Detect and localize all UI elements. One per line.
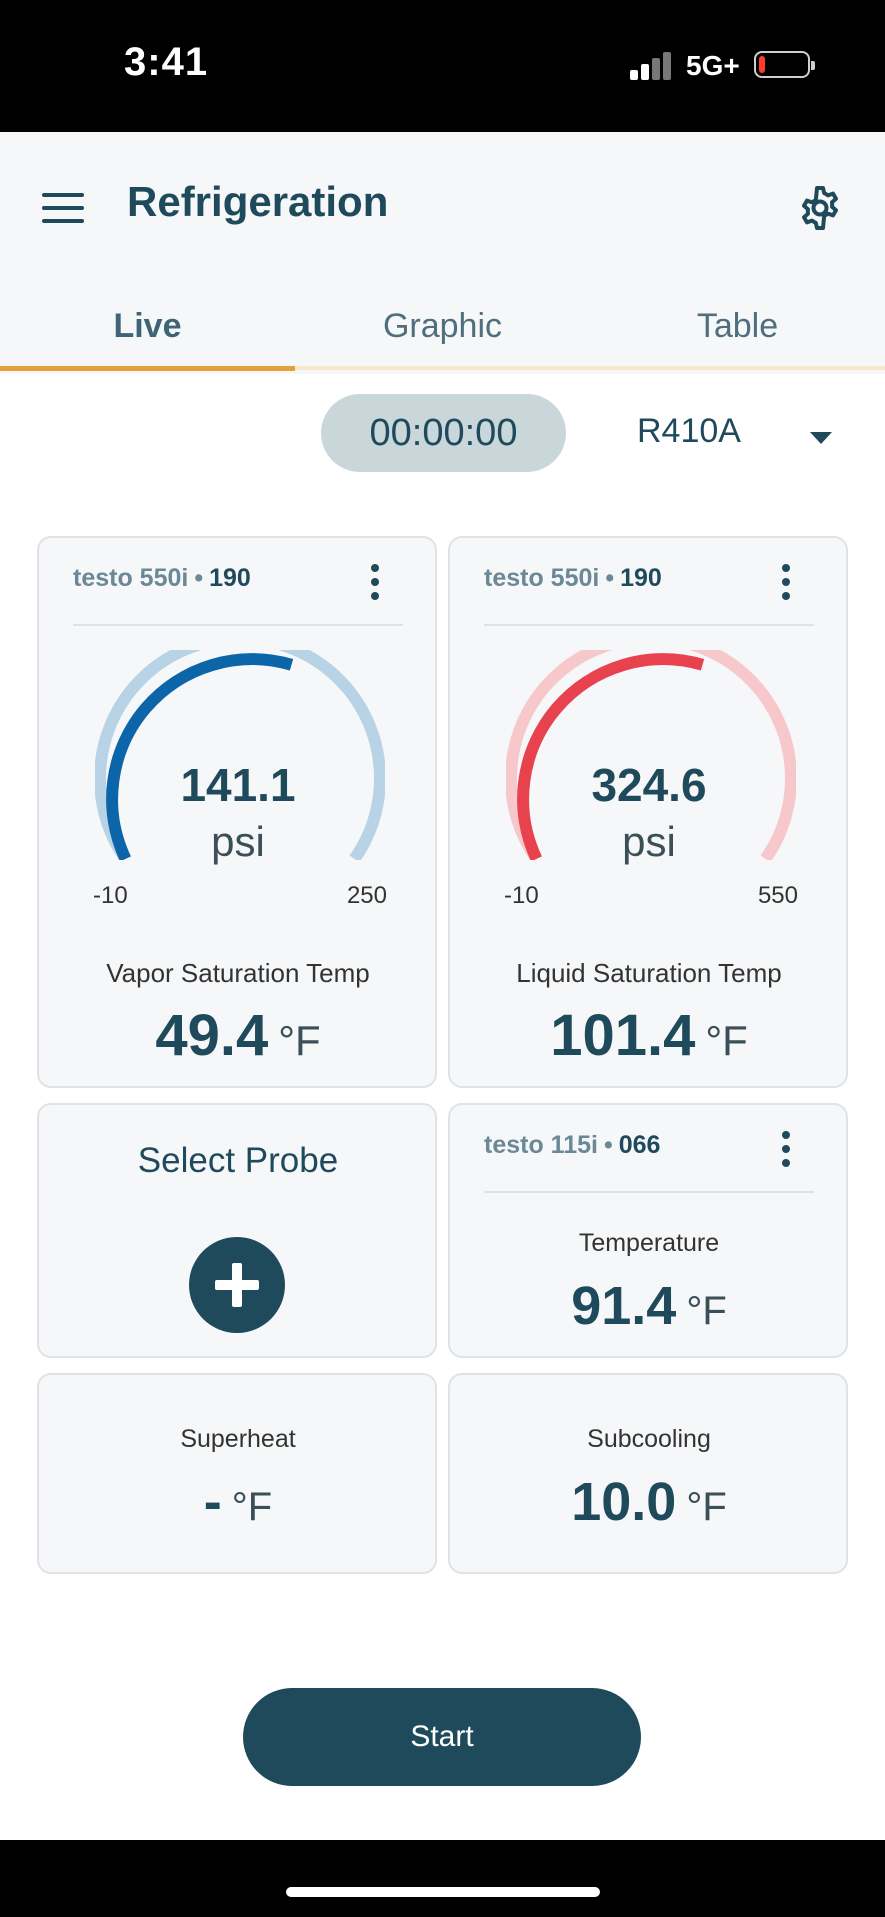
device-name: testo 550i	[73, 564, 189, 592]
timer: 00:00:00	[321, 394, 566, 472]
superheat-reading: - °F	[39, 1471, 437, 1533]
gauge-max: 550	[757, 882, 798, 909]
chevron-down-icon[interactable]	[810, 432, 832, 444]
pressure-gauge	[95, 650, 385, 860]
battery-icon	[754, 51, 815, 78]
network-type: 5G+	[686, 50, 740, 81]
more-options-icon[interactable]	[365, 562, 385, 602]
saturation-unit: °F	[705, 1017, 748, 1064]
gauge-unit: psi	[622, 818, 676, 865]
low-side-card: testo 550i • 190 141.1 psi -10 250 Vapor S…	[37, 536, 437, 1088]
start-button[interactable]: Start	[243, 1688, 641, 1786]
saturation-unit: °F	[278, 1017, 321, 1064]
gauge-fill	[517, 653, 705, 860]
select-probe-card[interactable]: Select Probe	[37, 1103, 437, 1358]
device-serial: 066	[618, 1131, 661, 1159]
superheat-card: Superheat - °F	[37, 1373, 437, 1574]
add-probe-button[interactable]	[189, 1237, 285, 1333]
card-divider	[73, 624, 403, 626]
card-device-label: testo 115i • 066	[484, 1131, 661, 1159]
subcooling-card: Subcooling 10.0 °F	[448, 1373, 848, 1574]
temperature-card: testo 115i • 066 Temperature 91.4 °F	[448, 1103, 848, 1358]
gauge-value: 141.1	[180, 759, 296, 811]
saturation-reading: 101.4 °F	[450, 1002, 848, 1069]
device-name: testo 115i	[484, 1131, 598, 1159]
subcooling-unit: °F	[686, 1485, 727, 1529]
device-name: testo 550i	[484, 564, 600, 592]
gauge-track	[506, 650, 796, 860]
refrigerant-select[interactable]: R410A	[637, 412, 741, 450]
gauge-max: 250	[346, 882, 387, 909]
tab-table[interactable]: Table	[696, 307, 779, 345]
more-options-icon[interactable]	[776, 562, 796, 602]
saturation-label: Vapor Saturation Temp	[106, 958, 370, 988]
status-bar: 3:41 5G+	[0, 0, 885, 132]
pressure-gauge	[506, 650, 796, 860]
tab-live[interactable]: Live	[113, 307, 182, 345]
temperature-label: Temperature	[578, 1229, 720, 1257]
gauge-unit: psi	[211, 818, 265, 865]
gauge-track	[95, 650, 385, 860]
superheat-value: -	[203, 1472, 222, 1532]
gear-icon[interactable]	[796, 184, 844, 232]
more-options-icon[interactable]	[776, 1129, 796, 1169]
saturation-value: 101.4	[550, 1003, 696, 1068]
temperature-reading: 91.4 °F	[450, 1275, 848, 1337]
bottom-bar	[0, 1840, 885, 1917]
signal-icon	[630, 50, 674, 80]
select-probe-label: Select Probe	[137, 1141, 339, 1180]
saturation-label: Liquid Saturation Temp	[516, 958, 782, 988]
gauge-min: -10	[504, 882, 539, 909]
tab-bar: Live Graphic Table	[0, 292, 885, 374]
tab-graphic[interactable]: Graphic	[382, 307, 503, 345]
temperature-unit: °F	[686, 1289, 727, 1333]
device-serial: 190	[209, 564, 251, 592]
menu-icon[interactable]	[40, 190, 86, 226]
subcooling-value: 10.0	[571, 1472, 677, 1532]
subcooling-label: Subcooling	[587, 1425, 711, 1453]
temperature-value: 91.4	[571, 1276, 677, 1336]
tab-track	[0, 366, 885, 370]
gauge-min: -10	[93, 882, 128, 909]
high-side-card: testo 550i • 190 324.6 psi -10 550 Liquid …	[448, 536, 848, 1088]
superheat-unit: °F	[231, 1485, 273, 1529]
tab-indicator	[0, 366, 295, 371]
superheat-label: Superheat	[180, 1425, 296, 1453]
app-header: Refrigeration Live Graphic Table	[0, 132, 885, 374]
subcooling-reading: 10.0 °F	[450, 1471, 848, 1533]
saturation-reading: 49.4 °F	[39, 1002, 437, 1069]
card-divider	[484, 1191, 814, 1193]
gauge-fill	[106, 653, 294, 860]
card-device-label: testo 550i • 190	[73, 564, 251, 592]
status-time: 3:41	[124, 40, 209, 84]
card-divider	[484, 624, 814, 626]
device-serial: 190	[620, 564, 662, 592]
gauge-value: 324.6	[591, 759, 707, 811]
card-device-label: testo 550i • 190	[484, 564, 662, 592]
home-indicator[interactable]	[286, 1887, 600, 1897]
page-title: Refrigeration	[127, 178, 389, 225]
saturation-value: 49.4	[155, 1003, 269, 1068]
